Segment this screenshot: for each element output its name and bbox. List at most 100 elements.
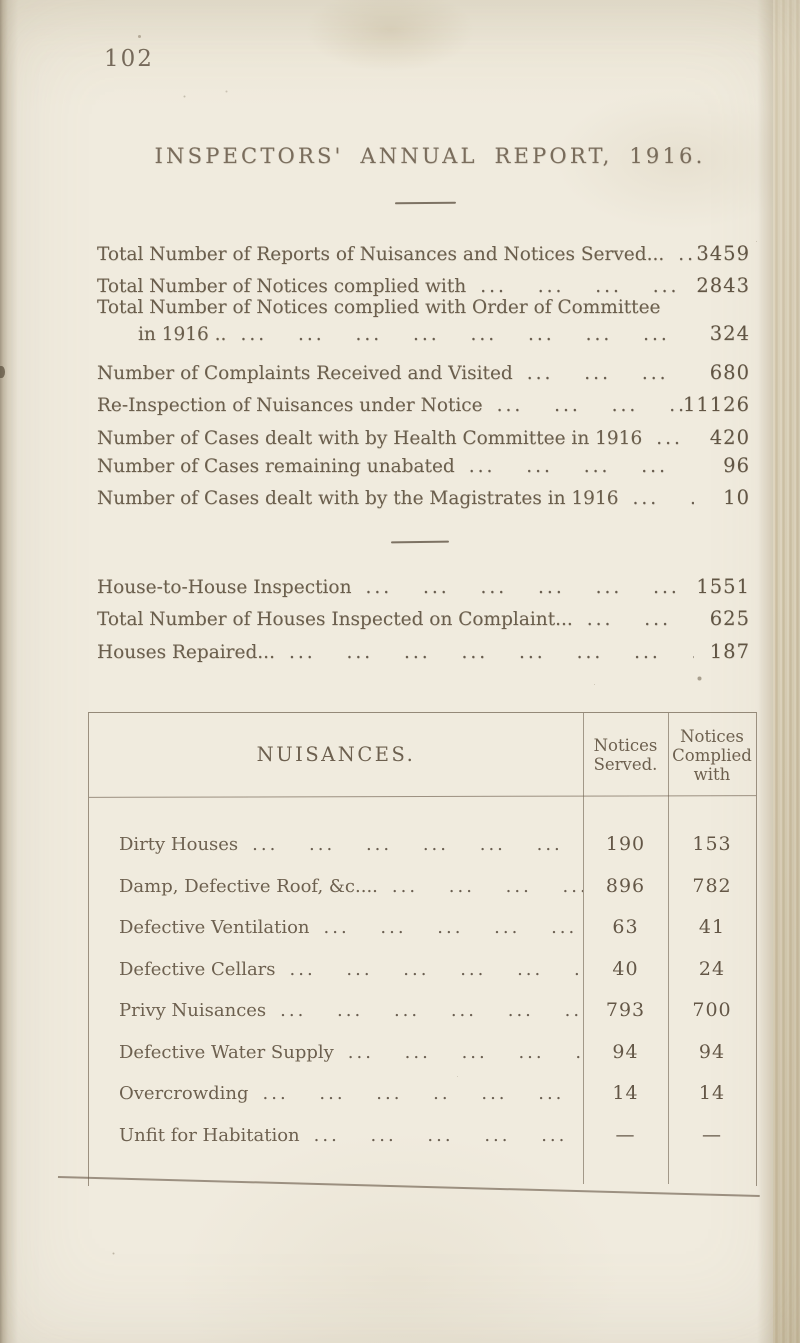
table-column-line (583, 713, 585, 1184)
stat-value: 680 (709, 361, 750, 384)
nuisance-label: Defective Ventilation (119, 917, 310, 938)
stat-line: Total Number of Reports of Nuisances and… (97, 242, 750, 267)
leader-dots: ... ... ... ... ... (496, 395, 683, 416)
book-pages-edge (773, 0, 800, 1343)
notices-served-value: 63 (612, 916, 639, 938)
stat-value: 324 (709, 322, 750, 345)
notices-complied-value: 24 (698, 957, 726, 980)
notices-complied-value: — (702, 1123, 722, 1146)
stat-value: 1551 (696, 575, 750, 598)
notices-complied-value: 782 (692, 874, 732, 897)
stat-line: House-to-House Inspection ... ... ... ..… (97, 575, 750, 600)
leader-dots: ... ... ... ... ... ... ... ... ... ... … (240, 324, 694, 345)
stat-value: 11126 (682, 393, 750, 416)
table-row: Defective Cellars ... ... ... ... ... ...… (89, 958, 756, 1000)
nuisance-label: Defective Water Supply (119, 1041, 334, 1063)
leader-dots: ... ... ... ... ... ... ... ... (280, 1000, 583, 1021)
stat-value: 187 (709, 640, 750, 663)
leader-dots: ... ... ... ... ... ... (347, 1041, 583, 1063)
leader-dots: ... ... (632, 488, 695, 509)
notices-served-value: 896 (605, 874, 646, 897)
stat-label-continuation: in 1916 .. (138, 324, 227, 345)
nuisance-label: Dirty Houses (119, 834, 239, 855)
stat-value: 2843 (696, 274, 750, 297)
leader-dots: ... ... ... ... ... ... ... ... (289, 958, 583, 980)
stat-line: Total Number of Houses Inspected on Comp… (97, 607, 750, 632)
notices-served-value: 793 (605, 999, 646, 1021)
table-row: Overcrowding ... ... ... .. ... ... ... .… (89, 1082, 756, 1124)
column-header-nuisances: NUISANCES. (256, 743, 416, 766)
stat-value: 96 (723, 454, 750, 477)
leader-dots: ... ... ... (586, 609, 694, 630)
stat-label: Number of Cases remaining unabated (97, 456, 455, 477)
leader-dots: ... ... ... ... .. ... (468, 456, 694, 477)
table-row: Privy Nuisances ... ... ... ... ... ... .… (89, 999, 756, 1041)
notices-complied-value: 14 (698, 1082, 726, 1104)
stat-line-wrapped-first: Total Number of Notices complied with Or… (97, 297, 750, 322)
stat-label: Number of Cases dealt with by Health Com… (97, 428, 643, 449)
nuisance-label: Privy Nuisances (119, 1000, 267, 1021)
stat-label: Re-Inspection of Nuisances under Notice (97, 395, 483, 416)
leader-dots: ... ... ... ... ... ... ... (313, 1124, 583, 1146)
leader-dots: ... ... ... ... ... (526, 363, 694, 384)
stat-value: 3459 (696, 242, 750, 265)
table-row: Defective Ventilation ... ... ... ... ...… (89, 916, 756, 958)
table-row: Unfit for Habitation ... ... ... ... ... … (89, 1124, 756, 1166)
stat-label: Total Number of Houses Inspected on Comp… (97, 609, 573, 630)
nuisances-table: NUISANCES. Notices Served. Notices Compl… (88, 712, 757, 1186)
leader-dots: ... ... ... ... ... ... ... ... (365, 577, 694, 598)
paper-specks (138, 35, 141, 38)
leader-dots: ... ... ... ... ... ... ... ... ... ... … (288, 642, 694, 663)
page-curve-shadow (757, 0, 773, 1343)
stat-label: Total Number of Notices complied with (97, 276, 467, 297)
nuisance-label: Defective Cellars (119, 958, 276, 980)
table-header-row: NUISANCES. Notices Served. Notices Compl… (89, 713, 756, 796)
notices-served-value: 14 (612, 1082, 639, 1104)
stat-line: Number of Cases dealt with by Health Com… (97, 426, 750, 451)
stat-label: Number of Complaints Received and Visite… (97, 363, 513, 384)
notices-served-value: — (615, 1123, 636, 1146)
stat-label: Total Number of Reports of Nuisances and… (97, 244, 665, 265)
ink-blotch (0, 366, 5, 378)
table-column-line (668, 713, 670, 1184)
leader-dots: ... ... ... ... ... ... ... ... (252, 834, 583, 855)
leader-dots: ... ... ... ... ... .. (480, 276, 694, 297)
notices-complied-value: 94 (698, 1040, 726, 1063)
nuisance-label: Overcrowding (119, 1083, 249, 1104)
section-divider (390, 540, 450, 544)
stat-line: Number of Cases dealt with by the Magist… (97, 486, 750, 511)
page-number: 102 (104, 46, 154, 72)
stat-label: Total Number of Notices complied with Or… (97, 297, 661, 318)
notices-served-value: 190 (605, 833, 646, 855)
stat-line: Number of Cases remaining unabated ... .… (97, 454, 750, 479)
stat-line-wrapped-second: in 1916 .. ... ... ... ... ... ... ... .… (97, 322, 750, 347)
title-divider (394, 201, 457, 205)
notices-complied-value: 153 (692, 833, 732, 855)
page-title: INSPECTORS' ANNUAL REPORT, 1916. (154, 144, 706, 168)
table-row: Damp, Defective Roof, &c.... ... ... ... … (89, 875, 756, 917)
leader-dots: ... (656, 428, 683, 449)
stat-line: Total Number of Notices complied with ..… (97, 274, 750, 299)
notices-complied-value: 700 (692, 999, 732, 1021)
stat-value: 625 (709, 607, 750, 630)
stat-label: Number of Cases dealt with by the Magist… (97, 488, 619, 509)
notices-served-value: 94 (612, 1040, 639, 1063)
table-row: Dirty Houses ... ... ... ... ... ... ... … (89, 833, 756, 875)
stat-line: Number of Complaints Received and Visite… (97, 361, 750, 386)
nuisance-label: Unfit for Habitation (119, 1124, 300, 1146)
stat-label: House-to-House Inspection (97, 577, 352, 598)
column-header-notices-complied: Notices Complied with (672, 727, 752, 784)
table-row: Defective Water Supply ... ... ... ... ..… (89, 1041, 756, 1083)
stat-line: Re-Inspection of Nuisances under Notice … (97, 393, 750, 418)
page-left-edge-shadow (0, 0, 18, 1343)
stat-label: Houses Repaired... (97, 642, 275, 663)
leader-dots: ... ... ... ... ... ... ... (323, 917, 583, 938)
stat-value: 420 (709, 426, 750, 449)
column-header-notices-served: Notices Served. (593, 736, 658, 774)
notices-complied-value: 41 (698, 916, 726, 938)
leader-dots: .... (678, 244, 694, 265)
table-body: Dirty Houses ... ... ... ... ... ... ... … (89, 797, 756, 1165)
stat-value: 10 (723, 486, 750, 509)
leader-dots: ... ... ... .. ... ... ... ... (262, 1083, 583, 1104)
